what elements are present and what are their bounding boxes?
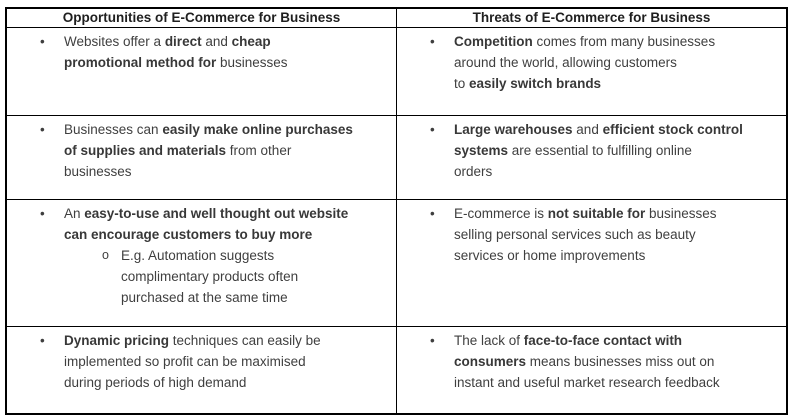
text-segment: Businesses can (64, 122, 163, 137)
list-item-text: Businesses can easily make online purcha… (64, 122, 353, 179)
text-segment: and (201, 34, 232, 49)
bullet-icon: • (40, 206, 45, 221)
column-header-threats: Threats of E-Commerce for Business (396, 7, 788, 28)
text-segment: comes from many businesses around the wo… (454, 34, 716, 91)
list-item: • E-commerce is not suitable for business… (397, 203, 784, 266)
bold-text-segment: face-to-face contact with consumers (454, 333, 683, 369)
list-item-text: Competition comes from many businesses a… (454, 34, 715, 91)
list-item: • The lack of face-to-face contact with c… (397, 330, 784, 393)
opportunities-cell: • Dynamic pricing techniques can easily b… (5, 326, 397, 414)
bold-text-segment: not suitable for (547, 206, 646, 221)
text-segment: are essential to fulfilling online order… (454, 143, 692, 179)
list-item-text: E.g. Automation suggests complimentary p… (121, 248, 298, 305)
column-header-opportunities: Opportunities of E-Commerce for Business (5, 7, 397, 28)
bold-text-segment: cheap promotional method for (64, 34, 271, 70)
text-segment: E.g. Automation suggests complimentary p… (121, 248, 299, 305)
header-row: Opportunities of E-Commerce for Business… (5, 7, 788, 28)
table-body: • Websites offer a direct and cheap promo… (5, 27, 788, 414)
threats-cell: • The lack of face-to-face contact with c… (396, 326, 788, 414)
bullet-icon: • (40, 333, 45, 348)
list-item-text: E-commerce is not suitable for businesse… (454, 206, 717, 263)
text-segment: businesses selling personal services suc… (454, 206, 717, 263)
bullet-icon: • (40, 122, 45, 137)
list-item-text: Dynamic pricing techniques can easily be… (64, 333, 321, 390)
threats-cell: • Large warehouses and efficient stock co… (396, 115, 788, 200)
list-item: • Dynamic pricing techniques can easily b… (7, 330, 394, 393)
bold-text-segment: efficient stock control systems (454, 122, 743, 158)
text-segment: means businesses miss out on instant and… (454, 354, 720, 390)
circle-bullet-icon: o (102, 248, 109, 262)
text-segment: The lack of (454, 333, 524, 348)
text-segment: businesses (216, 55, 288, 70)
bold-text-segment: Dynamic pricing (64, 333, 170, 348)
table-row: • Websites offer a direct and cheap promo… (5, 27, 788, 116)
list-item: • Competition comes from many businesses … (397, 31, 784, 94)
list-item-text: Large warehouses and efficient stock con… (454, 122, 743, 179)
text-segment: An (64, 206, 85, 221)
list-item-text: An easy-to-use and well thought out webs… (64, 206, 348, 242)
threats-cell: • Competition comes from many businesses … (396, 27, 788, 116)
bullet-icon: • (430, 34, 435, 49)
bold-text-segment: easily make online purchases of supplies… (64, 122, 353, 158)
bold-text-segment: easy-to-use and well thought out website… (64, 206, 349, 242)
bullet-icon: • (430, 122, 435, 137)
list-item: • Large warehouses and efficient stock co… (397, 119, 784, 182)
bold-text-segment: direct (164, 34, 202, 49)
text-segment: Websites offer a (64, 34, 165, 49)
bold-text-segment: Competition (454, 34, 533, 49)
text-segment: and (572, 122, 603, 137)
table-row: • Dynamic pricing techniques can easily b… (5, 326, 788, 414)
list-item-text: The lack of face-to-face contact with co… (454, 333, 720, 390)
sub-list-item: o E.g. Automation suggests complimentary … (7, 245, 394, 308)
text-segment: E-commerce is (454, 206, 548, 221)
table-row: • An easy-to-use and well thought out web… (5, 199, 788, 327)
opportunities-cell: • Businesses can easily make online purch… (5, 115, 397, 200)
opportunities-cell: • Websites offer a direct and cheap promo… (5, 27, 397, 116)
list-item-text: Websites offer a direct and cheap promot… (64, 34, 288, 70)
list-item: • Websites offer a direct and cheap promo… (7, 31, 394, 73)
threats-cell: • E-commerce is not suitable for business… (396, 199, 788, 327)
text-segment: from other businesses (64, 143, 292, 179)
table-row: • Businesses can easily make online purch… (5, 115, 788, 200)
opportunities-threats-table: Opportunities of E-Commerce for Business… (5, 7, 788, 415)
text-segment: techniques can easily be implemented so … (64, 333, 321, 390)
bullet-icon: • (430, 206, 435, 221)
bullet-icon: • (430, 333, 435, 348)
list-item: • Businesses can easily make online purch… (7, 119, 394, 182)
list-item: • An easy-to-use and well thought out web… (7, 203, 394, 245)
bold-text-segment: Large warehouses (454, 122, 573, 137)
opportunities-cell: • An easy-to-use and well thought out web… (5, 199, 397, 327)
bullet-icon: • (40, 34, 45, 49)
bold-text-segment: easily switch brands (469, 76, 602, 91)
